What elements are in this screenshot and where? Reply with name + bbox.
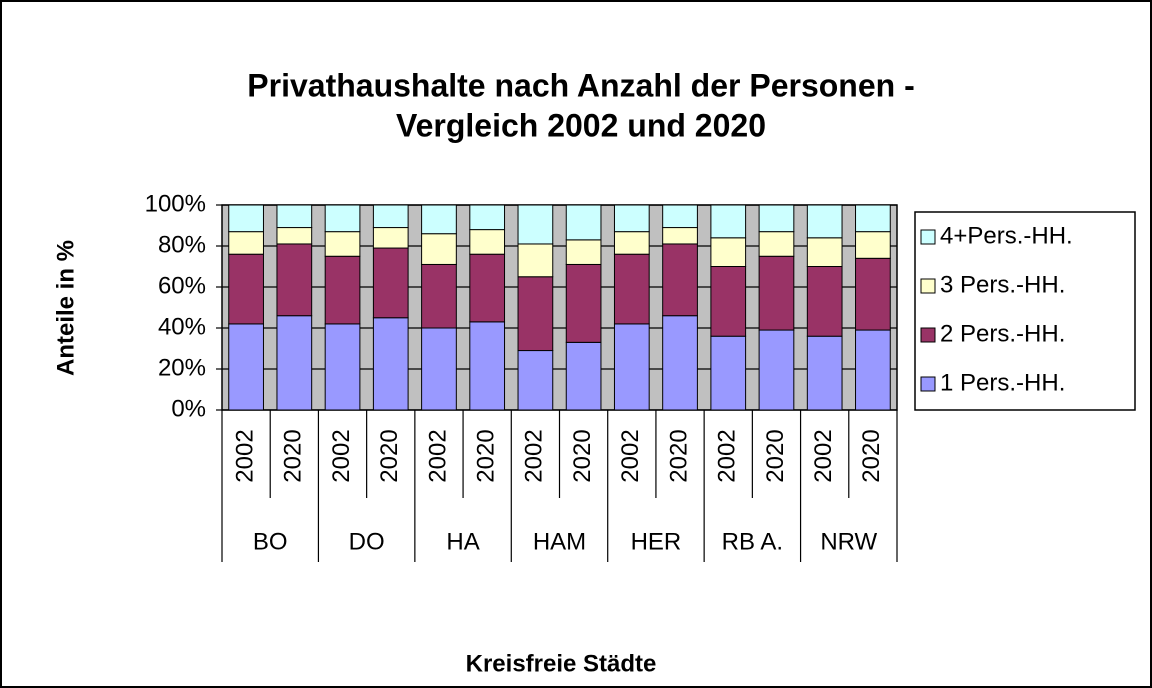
bar-segment bbox=[372, 204, 409, 229]
legend-label: 1 Pers.-HH. bbox=[940, 369, 1065, 396]
y-tick-label: 40% bbox=[158, 313, 206, 340]
bar-segment bbox=[662, 243, 698, 317]
chart-title: Vergleich 2002 und 2020 bbox=[396, 107, 766, 143]
bar-segment bbox=[613, 231, 650, 255]
x-tick-label: 2002 bbox=[810, 429, 837, 482]
bar-segment bbox=[469, 321, 506, 411]
bar-segment bbox=[758, 204, 795, 233]
x-tick-label: 2020 bbox=[473, 429, 500, 482]
x-tick-label: 2020 bbox=[858, 429, 885, 482]
bar-segment bbox=[324, 255, 361, 325]
y-tick-label: 60% bbox=[158, 272, 206, 299]
bar-segment bbox=[710, 204, 747, 239]
x-tick-label: 2002 bbox=[328, 429, 355, 482]
bar-segment bbox=[806, 335, 843, 411]
group-label: NRW bbox=[820, 528, 877, 555]
bar-segment bbox=[758, 255, 795, 331]
bar-segment bbox=[421, 204, 457, 235]
bar-segment bbox=[806, 237, 843, 268]
bar-segment bbox=[565, 263, 602, 343]
x-tick-label: 2002 bbox=[424, 429, 451, 482]
bar-segment bbox=[276, 315, 313, 411]
bar-segment bbox=[613, 253, 650, 325]
x-tick-label: 2020 bbox=[280, 429, 307, 482]
bar-segment bbox=[855, 257, 891, 331]
x-axis-title: Kreisfreie Städte bbox=[466, 650, 657, 677]
bar-segment bbox=[372, 247, 409, 319]
bar-segment bbox=[855, 329, 891, 411]
bar-segment bbox=[324, 204, 361, 233]
x-tick-label: 2002 bbox=[231, 429, 258, 482]
x-tick-label: 2020 bbox=[569, 429, 596, 482]
legend-swatch bbox=[920, 327, 936, 343]
bar-segment bbox=[469, 229, 506, 255]
x-tick-label: 2002 bbox=[617, 429, 644, 482]
bar-segment bbox=[613, 204, 650, 233]
legend-box bbox=[914, 211, 1136, 411]
bar-segment bbox=[565, 204, 602, 241]
bar-segment bbox=[372, 227, 409, 249]
y-tick-label: 20% bbox=[158, 354, 206, 381]
bar-segment bbox=[469, 204, 506, 231]
bar-segment bbox=[613, 323, 650, 411]
legend-swatch bbox=[920, 278, 936, 294]
bar-segment bbox=[469, 253, 506, 323]
bar-segment bbox=[228, 231, 264, 255]
bar-segment bbox=[662, 315, 698, 411]
legend-label: 3 Pers.-HH. bbox=[940, 271, 1065, 298]
y-tick-label: 100% bbox=[145, 190, 206, 217]
bar-segment bbox=[324, 231, 361, 257]
legend-swatch bbox=[920, 229, 936, 245]
bar-segment bbox=[806, 266, 843, 337]
bar-segment bbox=[517, 350, 554, 411]
bar-segment bbox=[276, 204, 313, 229]
group-label: HAM bbox=[533, 528, 586, 555]
bar-segment bbox=[662, 204, 698, 229]
x-tick-label: 2002 bbox=[521, 429, 548, 482]
group-label: RB A. bbox=[722, 528, 783, 555]
bar-segment bbox=[565, 239, 602, 265]
bar-segment bbox=[758, 329, 795, 411]
y-axis-title: Anteile in % bbox=[52, 240, 79, 376]
y-tick-label: 0% bbox=[171, 395, 206, 422]
bar-segment bbox=[710, 237, 747, 268]
bar-segment bbox=[662, 227, 698, 245]
chart-title: Privathaushalte nach Anzahl der Personen… bbox=[247, 67, 914, 103]
bar-segment bbox=[228, 323, 264, 411]
bar-segment bbox=[710, 335, 747, 411]
bar-segment bbox=[421, 263, 457, 329]
plot-area bbox=[221, 204, 898, 411]
group-label: HER bbox=[631, 528, 682, 555]
legend-swatch bbox=[920, 376, 936, 392]
bar-segment bbox=[276, 227, 313, 245]
bar-segment bbox=[710, 266, 747, 337]
bar-segment bbox=[324, 323, 361, 411]
bar-segment bbox=[372, 317, 409, 411]
legend-label: 2 Pers.-HH. bbox=[940, 320, 1065, 347]
y-tick-label: 80% bbox=[158, 231, 206, 258]
group-label: BO bbox=[253, 528, 288, 555]
bar-segment bbox=[517, 276, 554, 352]
bar-segment bbox=[276, 243, 313, 317]
x-tick-label: 2020 bbox=[376, 429, 403, 482]
group-label: DO bbox=[349, 528, 385, 555]
bar-segment bbox=[565, 341, 602, 411]
bar-segment bbox=[228, 253, 264, 325]
bar-segment bbox=[855, 204, 891, 233]
bar-segment bbox=[517, 243, 554, 278]
bar-segment bbox=[855, 231, 891, 259]
bar-segment bbox=[517, 204, 554, 245]
bar-segment bbox=[758, 231, 795, 257]
x-tick-label: 2020 bbox=[762, 429, 789, 482]
bar-segment bbox=[228, 204, 264, 233]
x-tick-label: 2002 bbox=[714, 429, 741, 482]
legend-label: 4+Pers.-HH. bbox=[940, 222, 1073, 249]
bar-segment bbox=[421, 327, 457, 411]
group-label: HA bbox=[446, 528, 479, 555]
bar-segment bbox=[806, 204, 843, 239]
bar-segment bbox=[421, 233, 457, 265]
x-tick-label: 2020 bbox=[665, 429, 692, 482]
